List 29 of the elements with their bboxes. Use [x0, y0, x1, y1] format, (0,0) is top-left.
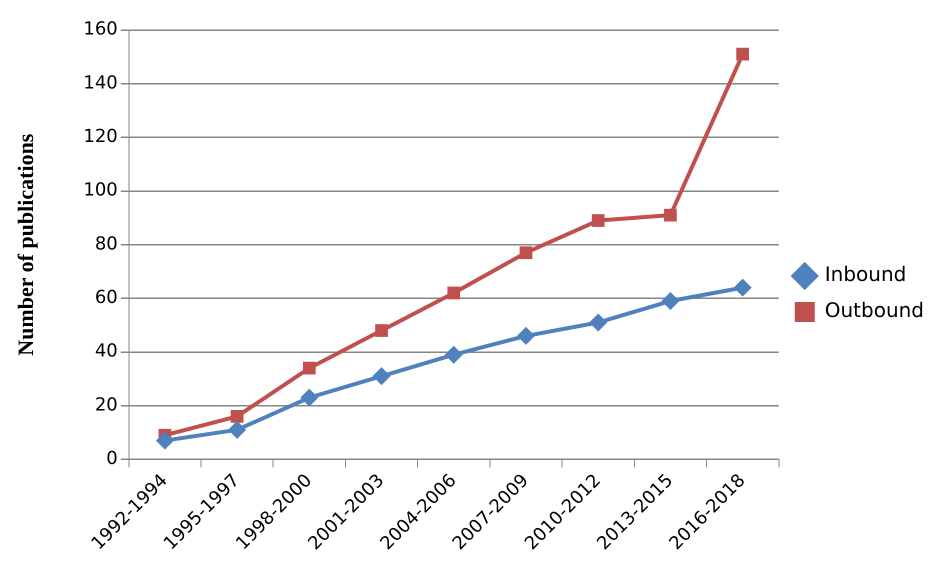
point: [444, 346, 463, 364]
point: [520, 246, 532, 260]
y-tick-label: 60: [94, 287, 118, 308]
point: [230, 410, 244, 423]
point: [302, 362, 316, 374]
y-tick-label: 20: [94, 394, 118, 416]
point: [589, 313, 608, 332]
y-tick-label: 160: [83, 18, 118, 40]
y-tick-label: 80: [94, 233, 118, 254]
point: [516, 326, 535, 345]
y-tick-label: 140: [83, 72, 118, 94]
point: [592, 214, 605, 227]
point: [661, 292, 680, 310]
point: [375, 324, 388, 337]
point: [228, 420, 246, 439]
y-tick-label: 0: [106, 448, 118, 470]
y-tick-label: 120: [83, 126, 118, 148]
legend-label: Outbound: [824, 298, 924, 322]
point: [734, 278, 752, 297]
point: [372, 367, 391, 386]
y-tick-label: 40: [94, 340, 118, 362]
point: [300, 388, 318, 407]
y-tick-label: 100: [83, 180, 118, 201]
point: [447, 286, 460, 300]
point: [156, 432, 174, 450]
legend-label: Inbound: [824, 262, 906, 286]
y-axis-title: Number of publications: [12, 133, 38, 356]
point: [736, 48, 750, 61]
point: [664, 208, 677, 222]
